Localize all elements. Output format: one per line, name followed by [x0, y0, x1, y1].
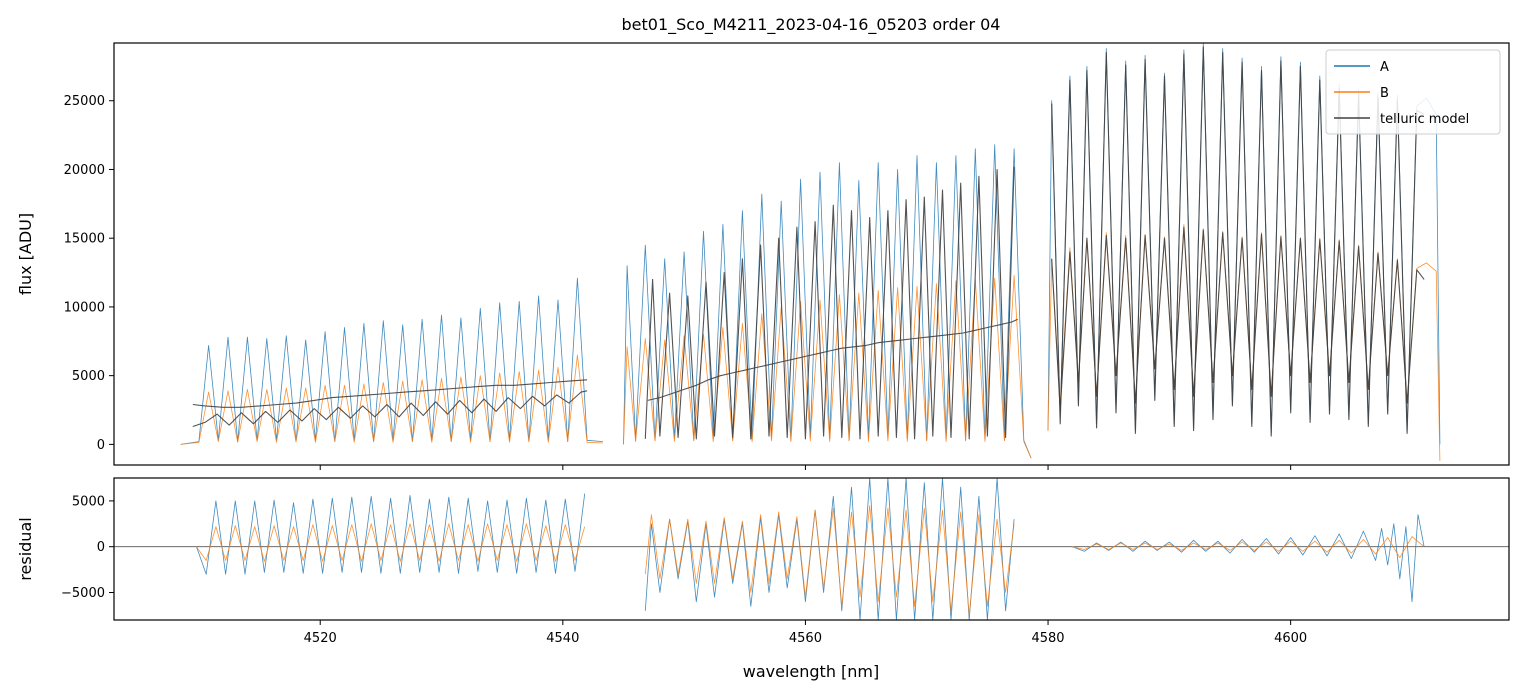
flux-panel-frame	[113, 42, 1510, 466]
residual-x-tick-label: 4540	[546, 631, 579, 646]
flux-series-b	[180, 354, 603, 445]
flux-series-telluric-model	[192, 390, 588, 428]
legend-label-a: A	[1380, 60, 1389, 75]
flux-series-b	[623, 274, 1032, 459]
flux-y-tick-label: 25000	[64, 94, 105, 109]
residual-x-tick-label: 4560	[789, 631, 822, 646]
flux-series-b	[1047, 223, 1441, 461]
residual-y-tick-label: 0	[97, 540, 105, 555]
flux-y-tick-label: 10000	[64, 300, 105, 315]
chart-title: bet01_Sco_M4211_2023-04-16_05203 order 0…	[622, 15, 1001, 35]
flux-panel-series	[180, 43, 1441, 461]
flux-series-telluric-model	[644, 166, 1015, 440]
residual-series-b	[1072, 536, 1425, 559]
x-axis-label: wavelength [nm]	[743, 662, 880, 681]
residual-panel-series	[114, 478, 1509, 620]
flux-series-a	[623, 144, 1032, 459]
flux-series-telluric-model	[192, 379, 588, 408]
legend-box	[1325, 49, 1501, 135]
flux-panel-axes: 0 5000 10000 15000 20000 25000	[64, 94, 1292, 470]
legend-label-b: B	[1380, 86, 1389, 101]
residual-series-a	[1072, 514, 1425, 603]
flux-y-tick-label: 15000	[64, 232, 105, 247]
residual-series-a	[644, 478, 1015, 620]
flux-y-tick-label: 5000	[72, 369, 105, 384]
flux-y-axis-label: flux [ADU]	[16, 213, 35, 295]
flux-y-tick-label: 0	[97, 438, 105, 453]
residual-y-tick-label: −5000	[61, 586, 105, 601]
residual-x-tick-label: 4600	[1274, 631, 1307, 646]
residual-series-b	[196, 523, 586, 562]
flux-series-telluric-model	[1051, 226, 1425, 411]
residual-panel-frame	[113, 477, 1510, 621]
residual-panel-axes: −5000 0 5000 4520 4540 4560 4580 4600	[61, 494, 1307, 646]
residual-y-axis-label: residual	[16, 517, 35, 580]
flux-y-tick-label: 20000	[64, 163, 105, 178]
residual-series-a	[196, 493, 586, 575]
residual-y-tick-label: 5000	[72, 494, 105, 509]
flux-series-telluric-model	[647, 318, 1018, 401]
legend-label-telluric-model: telluric model	[1380, 112, 1469, 127]
residual-x-tick-label: 4520	[304, 631, 337, 646]
flux-series-a	[180, 277, 603, 445]
flux-series-telluric-model	[1051, 46, 1425, 437]
residual-x-tick-label: 4580	[1031, 631, 1064, 646]
residual-series-b	[644, 505, 1015, 616]
